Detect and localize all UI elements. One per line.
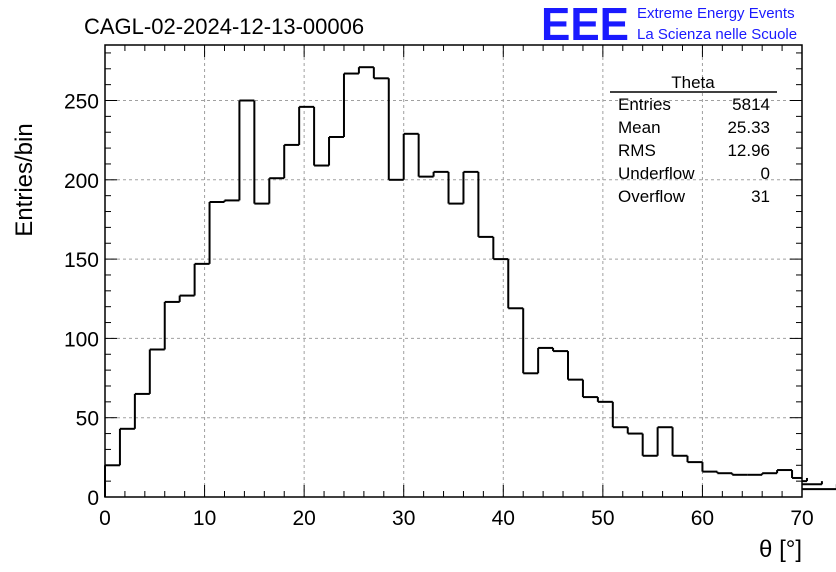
run-title: CAGL-02-2024-12-13-00006 (84, 14, 364, 39)
x-tick-label: 50 (591, 507, 614, 530)
histogram-bin (761, 472, 778, 475)
histogram-bin (193, 262, 210, 296)
stats-value: 25.33 (727, 118, 770, 137)
histogram-bin (253, 100, 270, 205)
x-axis-title: θ [°] (759, 536, 802, 563)
stats-value: 31 (751, 187, 770, 206)
x-tick-label: 70 (790, 507, 813, 530)
stats-label: Underflow (618, 164, 695, 183)
histogram-bin (686, 455, 703, 464)
eee-logo-mark: EEE (541, 0, 629, 50)
y-tick-label: 200 (64, 170, 99, 193)
histogram-bin (432, 170, 449, 177)
x-tick-label: 10 (193, 507, 216, 530)
stats-rows: Entries 5814 Mean 25.33 RMS 12.96 Underflow 0 Ov… (618, 95, 770, 206)
y-tick-labels: 0 50 100 150 200 250 (64, 91, 99, 510)
histogram-bin (118, 427, 135, 466)
histogram-bin (283, 143, 300, 179)
histogram-bin (223, 199, 240, 203)
x-tick-label: 30 (392, 507, 415, 530)
histogram-bin (581, 379, 598, 399)
histogram-bin (671, 427, 688, 457)
histogram-bin (298, 105, 315, 145)
y-tick-label: 50 (76, 408, 99, 431)
histogram-bin (731, 473, 748, 476)
histogram-bin (596, 397, 613, 403)
stats-box: Theta Entries 5814 Mean 25.33 RMS 12.96 Underf… (610, 73, 777, 206)
histogram-bin (492, 236, 509, 261)
histogram-bin (372, 67, 389, 80)
x-tick-label: 40 (492, 507, 515, 530)
histogram-bin (802, 477, 808, 483)
histogram-bin (611, 401, 628, 429)
histogram-bin (641, 433, 658, 457)
histogram-bin (626, 427, 643, 435)
histogram-bin (357, 66, 374, 74)
stats-value: 12.96 (727, 141, 770, 160)
stats-value: 0 (761, 164, 770, 183)
histogram-bin (656, 426, 673, 456)
histogram-bin (342, 72, 359, 137)
histogram-bin (802, 481, 823, 486)
histogram-bin (133, 392, 150, 429)
y-tick-label: 100 (64, 328, 99, 351)
histogram-bin (802, 484, 836, 491)
axis-ticks (104, 45, 803, 498)
eee-logo-line-2: La Scienza nelle Scuole (637, 26, 797, 43)
y-tick-label: 150 (64, 249, 99, 272)
histogram-bin (537, 346, 554, 374)
stats-label: Entries (618, 95, 671, 114)
eee-logo: EEE Extreme Energy Events La Scienza nel… (541, 0, 797, 50)
histogram-bin (148, 348, 165, 394)
y-tick-label: 0 (87, 487, 99, 510)
histogram-bin (313, 106, 330, 167)
histogram-bin (552, 347, 569, 353)
stats-label: Mean (618, 118, 661, 137)
plot-frame (104, 44, 803, 498)
x-tick-label: 20 (292, 507, 315, 530)
histogram-bin (417, 133, 434, 178)
histogram-bin (208, 201, 225, 264)
y-tick-label: 250 (64, 91, 99, 114)
histogram-bin (567, 351, 583, 381)
histogram-bin (163, 300, 180, 350)
histogram-bin (776, 469, 793, 474)
histogram-bin (238, 99, 255, 201)
grid-lines (105, 45, 802, 497)
x-tick-label: 60 (691, 507, 714, 530)
histogram-bin (477, 171, 494, 238)
histogram-series (104, 66, 836, 497)
histogram-bin (447, 171, 464, 205)
histogram-bin (507, 259, 524, 310)
histogram-bin (701, 462, 718, 473)
x-tick-labels: 0 10 20 30 40 50 60 70 (99, 507, 814, 530)
histogram-bin (387, 78, 404, 181)
histogram-bin (178, 294, 195, 302)
stats-label: Overflow (618, 187, 686, 206)
stats-box-title: Theta (671, 73, 715, 92)
stats-value: 5814 (732, 95, 770, 114)
eee-logo-line-1: Extreme Energy Events (637, 5, 795, 22)
histogram-bin (402, 132, 419, 180)
histogram-bin (268, 177, 285, 204)
x-tick-label: 0 (99, 507, 111, 530)
histogram-bin (791, 470, 802, 479)
histogram-bin (462, 170, 479, 204)
stats-label: RMS (618, 141, 656, 160)
histogram-bin (716, 471, 733, 475)
histogram-bin (522, 308, 539, 375)
y-axis-title: Entries/bin (11, 123, 38, 236)
histogram-bin (328, 135, 344, 166)
